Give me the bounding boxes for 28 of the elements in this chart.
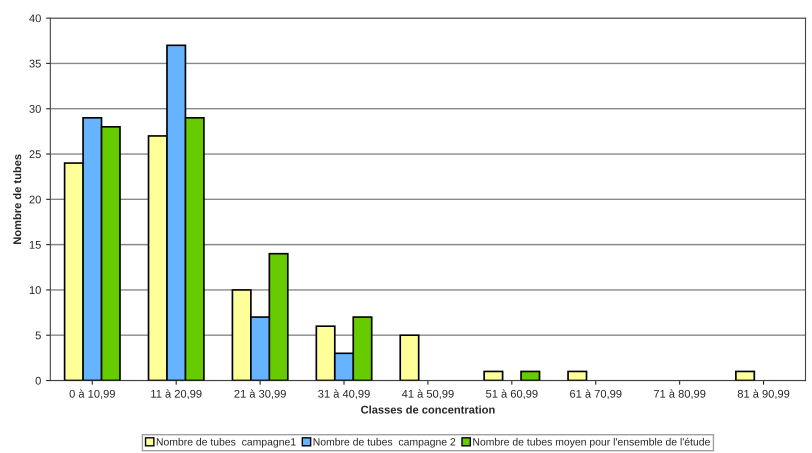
y-tick-label: 15 [30, 241, 41, 249]
x-tick-label: 71 à 80,99 [654, 389, 706, 400]
y-tick-label: 40 [29, 14, 41, 22]
y-tick-label: 0 [36, 376, 41, 385]
x-tick-label: 0 à 10,99 [70, 389, 115, 400]
y-tick-label: 35 [29, 60, 41, 68]
x-tick-label: 61 à 70,99 [570, 389, 622, 400]
bar [520, 370, 540, 381]
legend-label: Nombre de tubes moyen pour l'ensemble de l'étude [473, 438, 710, 448]
y-tick-label: 5 [36, 332, 41, 340]
legend-label: Nombre de tubes campagne 2 [314, 438, 456, 448]
x-tick-label: 81 à 90,99 [738, 389, 790, 400]
y-tick-label: 25 [30, 150, 41, 158]
y-axis-title: Nombre de tubes [13, 154, 22, 244]
x-tick-label: 21 à 30,99 [234, 389, 286, 400]
bar [399, 334, 420, 381]
y-tick-label: 20 [30, 196, 41, 204]
bar [735, 370, 756, 381]
x-tick-label: 31 à 40,99 [318, 389, 370, 400]
x-tick-label: 51 à 60,99 [486, 389, 538, 400]
bar [483, 370, 504, 381]
x-tick-label: 11 à 20,99 [151, 389, 202, 400]
bar [567, 370, 588, 381]
y-tick-label: 30 [29, 104, 41, 113]
x-axis-title: Classes de concentration [361, 405, 495, 414]
legend-label: Nombre de tubes campagne1 [156, 438, 296, 448]
x-tick-label: 41 à 50,99 [402, 389, 454, 400]
y-tick-label: 10 [30, 286, 41, 294]
